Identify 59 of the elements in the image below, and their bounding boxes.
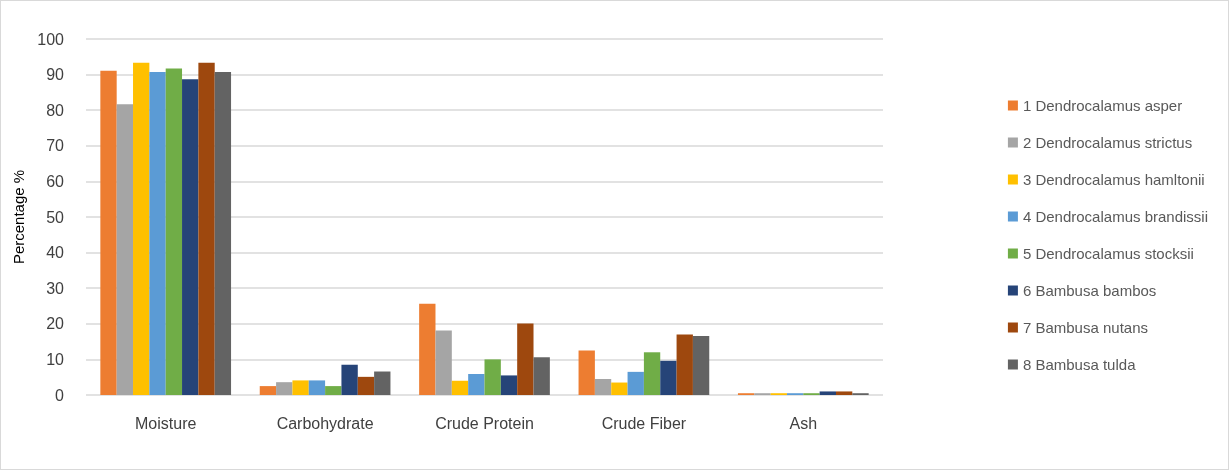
y-tick-label: 70 xyxy=(46,137,65,155)
y-tick-label: 50 xyxy=(46,208,65,226)
bar xyxy=(660,360,677,395)
y-tick-label: 60 xyxy=(46,172,65,190)
y-tick-label: 20 xyxy=(46,315,65,333)
y-tick-label: 10 xyxy=(46,350,65,368)
bar xyxy=(643,352,661,395)
y-tick-label: 30 xyxy=(46,279,65,297)
bar xyxy=(819,391,836,395)
y-tick-label: 80 xyxy=(46,101,65,119)
bar xyxy=(835,391,853,395)
bar xyxy=(627,371,644,395)
bar xyxy=(468,374,485,395)
legend-label: 7 Bambusa nutans xyxy=(1022,319,1148,336)
bar xyxy=(292,380,309,395)
bar xyxy=(517,323,534,395)
bar xyxy=(419,303,436,395)
y-tick-label: 0 xyxy=(55,386,65,404)
bar xyxy=(165,68,183,395)
x-tick-label: Ash xyxy=(789,414,818,432)
bar xyxy=(198,62,215,395)
bar xyxy=(325,386,342,395)
legend-label: 3 Dendrocalamus hamltonii xyxy=(1022,171,1205,188)
bar xyxy=(484,359,501,395)
bar xyxy=(594,378,612,395)
bar xyxy=(611,382,628,395)
bar xyxy=(578,350,595,395)
y-axis-title: Percentage % xyxy=(10,169,28,265)
bar xyxy=(116,104,134,395)
x-tick-label: Crude Protein xyxy=(435,414,534,432)
bar xyxy=(451,380,469,395)
bar xyxy=(149,72,166,395)
bar xyxy=(182,79,199,395)
bar xyxy=(374,371,391,395)
bar xyxy=(100,70,117,395)
bar xyxy=(259,386,277,395)
x-tick-label: Crude Fiber xyxy=(601,414,687,432)
y-tick-label: 100 xyxy=(37,30,65,48)
bar xyxy=(692,335,710,395)
bar xyxy=(341,364,358,395)
bar xyxy=(308,380,326,395)
legend-label: 6 Bambusa bambos xyxy=(1022,282,1157,299)
x-tick-label: Moisture xyxy=(135,414,197,432)
legend-label: 1 Dendrocalamus asper xyxy=(1022,97,1183,114)
legend-label: 2 Dendrocalamus strictus xyxy=(1022,134,1193,151)
bar xyxy=(500,375,518,395)
bar xyxy=(276,382,293,395)
y-tick-label: 90 xyxy=(46,66,65,84)
bar xyxy=(214,72,232,395)
legend-label: 5 Dendrocalamus stocksii xyxy=(1022,245,1194,262)
bar xyxy=(533,357,550,395)
x-tick-label: Carbohydrate xyxy=(276,414,374,432)
bar xyxy=(676,334,693,395)
bar xyxy=(435,330,452,395)
y-tick-label: 40 xyxy=(46,244,65,262)
bar xyxy=(357,376,375,395)
legend-label: 8 Bambusa tulda xyxy=(1022,356,1137,373)
bar xyxy=(133,62,150,395)
legend-label: 4 Dendrocalamus brandissii xyxy=(1022,208,1208,225)
